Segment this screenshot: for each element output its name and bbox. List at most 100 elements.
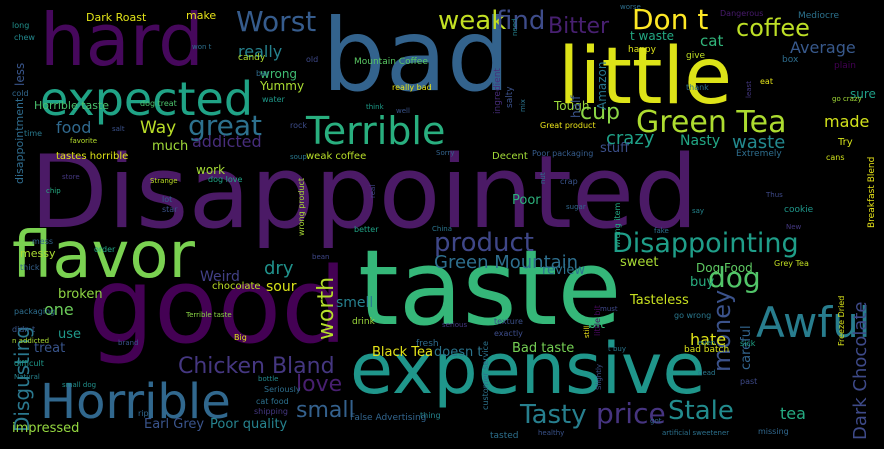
word: artificial sweetener <box>662 429 730 437</box>
word: worth <box>314 276 339 340</box>
word: say <box>692 207 705 215</box>
word: Seriously <box>264 385 301 394</box>
word: cans <box>826 153 845 162</box>
word: Way <box>140 118 177 138</box>
word: small <box>296 398 355 423</box>
word: little <box>558 32 733 122</box>
word: buy <box>690 275 715 290</box>
word: dog love <box>208 175 243 184</box>
word: time <box>24 129 43 138</box>
word: Terrible taste <box>186 311 232 319</box>
word: Yummy <box>260 79 305 93</box>
word: broken <box>58 287 103 302</box>
word: messy <box>20 247 56 260</box>
word: China <box>432 225 452 233</box>
word: weak coffee <box>306 151 367 162</box>
word: plain <box>834 61 856 71</box>
word: Bitter <box>548 14 610 39</box>
word: must <box>600 305 618 313</box>
word: Freeze Dried <box>837 295 846 346</box>
word: customer service <box>481 341 490 410</box>
word: bottle <box>258 375 279 383</box>
word: made <box>824 112 870 131</box>
word: Average <box>790 38 856 57</box>
word: taste <box>358 227 622 349</box>
word: coffee <box>736 14 810 42</box>
word: Slightly <box>595 363 603 390</box>
word: Poor quality <box>210 417 288 432</box>
word: doesn t <box>434 345 483 360</box>
word: New <box>786 223 802 231</box>
word: Mediocre <box>798 11 840 21</box>
word: Try <box>838 137 853 148</box>
word: good <box>88 245 348 367</box>
word: one <box>44 300 74 319</box>
word: small dog <box>62 381 97 389</box>
word: Natural <box>14 373 40 381</box>
word: cold <box>12 89 29 98</box>
word: really <box>238 42 283 61</box>
word: Disappointed <box>30 133 699 251</box>
word: healthy <box>538 429 565 437</box>
word: bit <box>588 317 605 332</box>
word: rock <box>290 121 308 130</box>
word: serious <box>442 321 468 329</box>
word: cat food <box>256 397 289 406</box>
word: Terrible <box>306 109 446 153</box>
word: chew <box>14 33 35 42</box>
word: dead <box>698 369 716 377</box>
word: bad batch <box>684 345 730 355</box>
word: shipping <box>254 407 288 416</box>
word: ingredient <box>493 68 503 114</box>
word: product <box>434 228 535 258</box>
word: Earl Grey <box>144 417 205 432</box>
word: weak <box>438 6 507 36</box>
word: stuff <box>600 141 630 156</box>
word: sick <box>740 339 756 348</box>
word: go wrong <box>674 311 712 320</box>
word: find <box>496 6 546 36</box>
word: worse <box>620 3 641 11</box>
word: Dark Chocolate <box>850 301 871 441</box>
word: really bad <box>392 83 432 92</box>
word: dry <box>264 258 294 279</box>
word: dog treat <box>140 99 177 108</box>
word: long <box>12 21 30 30</box>
word: missing <box>758 427 789 436</box>
word: Stale <box>668 396 734 426</box>
word: treat <box>34 341 66 356</box>
word: lot <box>162 195 173 204</box>
word: Bad taste <box>512 341 575 356</box>
word: go crazy <box>832 95 862 103</box>
word: Extremely <box>736 149 782 159</box>
word: chip <box>46 187 61 195</box>
word: star <box>162 205 178 214</box>
word: won t <box>192 43 212 51</box>
word: tasted <box>490 431 519 441</box>
word: salt <box>112 125 125 133</box>
word: packaging <box>14 307 56 316</box>
word: cookie <box>784 205 814 215</box>
word: hate <box>690 330 727 349</box>
word: difficult <box>14 359 44 368</box>
word: food <box>56 118 92 137</box>
word: chocolate <box>212 281 261 292</box>
word: sweet <box>620 255 659 270</box>
word: impressed <box>12 421 80 436</box>
word: favorite <box>70 137 98 145</box>
word: Don t <box>632 3 709 36</box>
word: drink <box>352 317 375 327</box>
word: Awful <box>756 298 871 347</box>
word: thick <box>20 263 40 272</box>
word: Green Mountain <box>434 252 579 273</box>
word: cat <box>700 32 724 50</box>
word: n addicted <box>12 337 50 345</box>
word: Nasty <box>680 133 721 149</box>
word: nut <box>539 172 547 184</box>
word: use <box>58 327 82 342</box>
word: Tough <box>554 99 590 113</box>
word: need <box>511 18 519 37</box>
word: got <box>650 417 662 425</box>
word: Breakfast Blend <box>867 156 877 228</box>
